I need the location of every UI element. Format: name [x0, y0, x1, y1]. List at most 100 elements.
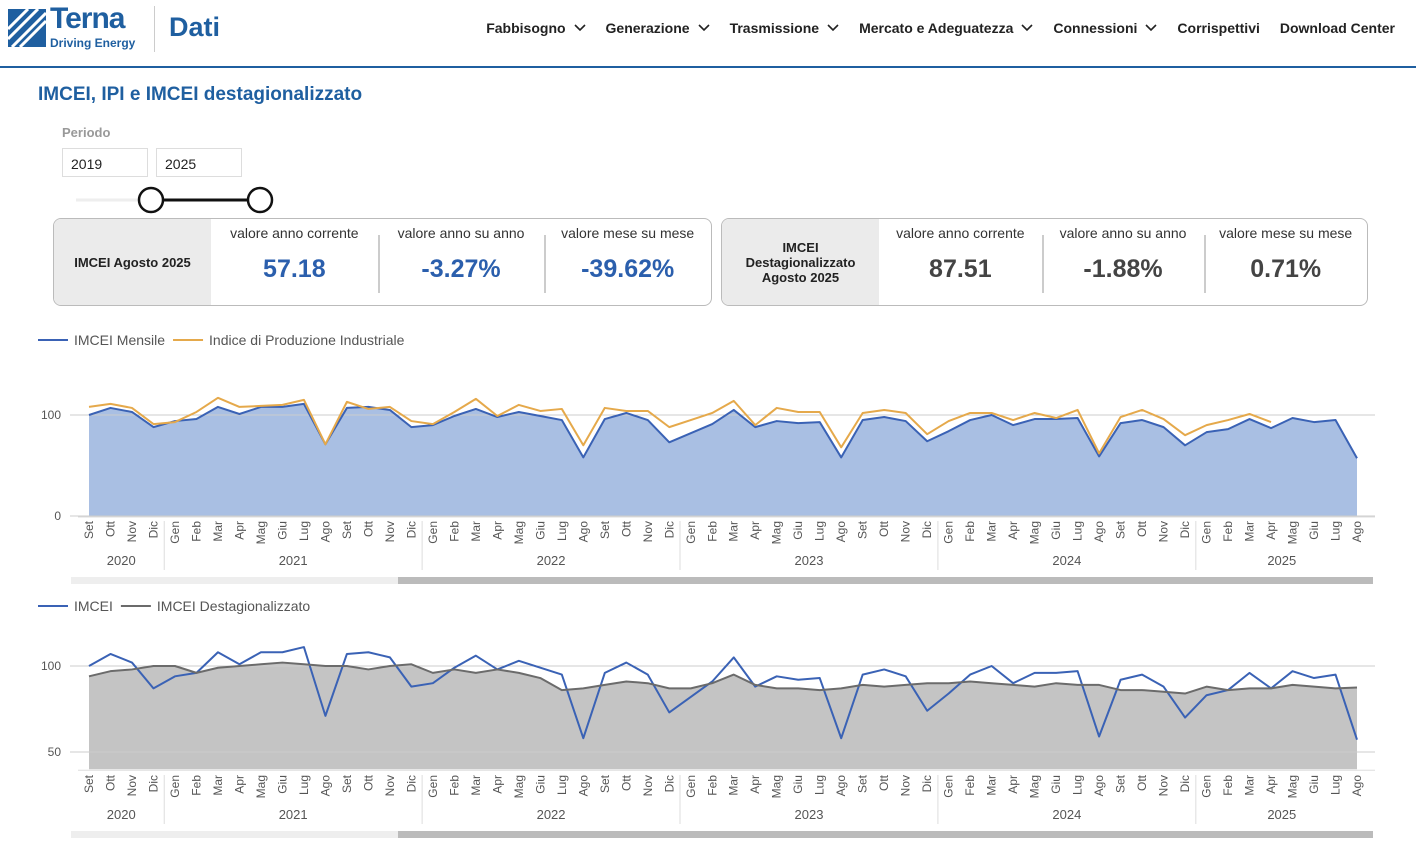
legend-label: Indice di Produzione Industriale [209, 332, 405, 348]
x-tick-label: Apr [1006, 521, 1020, 540]
kpi-value: -3.27% [421, 255, 501, 283]
x-tick-label: Giu [1307, 775, 1321, 794]
nav-item[interactable]: Corrispettivi [1177, 20, 1259, 36]
x-tick-label: Ott [619, 520, 633, 537]
nav-label[interactable]: Generazione [605, 20, 690, 36]
chevron [827, 24, 839, 32]
year-to-input[interactable]: 2025 [156, 148, 242, 177]
year-from-input[interactable]: 2019 [62, 148, 148, 177]
legend-label: IMCEI [74, 598, 113, 614]
x-tick-label: Ago [834, 775, 848, 797]
x-tick-label: Dic [146, 775, 160, 792]
x-tick-label: Ago [1092, 521, 1106, 543]
x-tick-label: Mag [512, 775, 526, 798]
x-tick-label: Set [340, 520, 354, 539]
x-tick-label: Ott [619, 774, 633, 791]
x-tick-label: Set [856, 774, 870, 793]
x-tick-label: Mar [985, 521, 999, 542]
x-tick-label: Apr [1006, 775, 1020, 794]
area [89, 403, 1357, 516]
x-tick-label: Apr [232, 775, 246, 794]
x-tick-label: Dic [920, 521, 934, 538]
kpi: valore anno su anno -1.88% [1041, 219, 1205, 305]
x-tick-label: Gen [942, 775, 956, 798]
x-tick-label: Feb [1221, 775, 1235, 796]
x-tick-label: Mag [1028, 521, 1042, 544]
x-tick-label: Feb [189, 521, 203, 542]
x-tick-label: Lug [555, 775, 569, 795]
scrollbar-thumb[interactable] [398, 577, 1373, 584]
x-tick-label: Giu [791, 775, 805, 794]
nav-label[interactable]: Connessioni [1053, 20, 1138, 36]
nav-label[interactable]: Corrispettivi [1177, 20, 1260, 36]
kpi-label: valore anno su anno [1059, 225, 1187, 241]
nav-item[interactable]: Fabbisogno [486, 20, 586, 36]
kpi-value: 57.18 [263, 255, 326, 283]
x-tick-label: Giu [1307, 521, 1321, 540]
x-tick-label: Giu [275, 775, 289, 794]
kpi: valore anno corrente 57.18 [211, 219, 378, 305]
kpi-label: valore mese su mese [1219, 225, 1353, 241]
x-tick-label: Feb [705, 775, 719, 796]
kpi-title: IMCEI Destagionalizzato Agosto 2025 [722, 219, 879, 305]
nav-label[interactable]: Trasmissione [729, 20, 820, 36]
x-tick-label: Nov [641, 521, 655, 542]
year-label: 2022 [537, 553, 566, 568]
x-tick-label: Nov [1157, 775, 1171, 796]
x-tick-label: Apr [1264, 521, 1278, 540]
y-tick-label: 100 [41, 659, 61, 673]
x-tick-label: Nov [383, 775, 397, 796]
x-tick-label: Feb [447, 775, 461, 796]
x-tick-label: Dic [146, 521, 160, 538]
x-tick-label: Giu [533, 775, 547, 794]
nav-item[interactable]: Mercato e Adeguatezza [859, 20, 1033, 36]
x-tick-label: Apr [1264, 775, 1278, 794]
x-tick-label: Mar [469, 521, 483, 542]
range-slider[interactable] [70, 184, 280, 216]
year-label: 2020 [107, 553, 136, 568]
kpi-value: 0.71% [1250, 255, 1322, 283]
x-tick-label: Mag [1286, 775, 1300, 798]
nav-label[interactable]: Mercato e Adeguatezza [859, 20, 1014, 36]
area [89, 662, 1357, 770]
nav-label[interactable]: Download Center [1279, 20, 1395, 36]
x-tick-label: Feb [1221, 521, 1235, 542]
divider [154, 6, 155, 52]
x-tick-label: Ott [103, 774, 117, 791]
x-tick-label: Feb [963, 521, 977, 542]
x-tick-label: Ott [361, 520, 375, 537]
x-tick-label: Apr [490, 775, 504, 794]
kpi-card: IMCEI Agosto 2025 valore anno corrente 57.… [53, 218, 712, 306]
chevron [1021, 24, 1033, 32]
year-label: 2022 [537, 807, 566, 822]
x-tick-label: Lug [1329, 775, 1343, 795]
kpi: valore mese su mese 0.71% [1204, 219, 1367, 305]
x-tick-label: Nov [383, 521, 397, 542]
nav-item[interactable]: Connessioni [1053, 20, 1157, 36]
slider-handle[interactable] [246, 186, 274, 214]
slider-handle[interactable] [137, 186, 165, 214]
x-tick-label: Ago [1092, 775, 1106, 797]
nav-item[interactable]: Download Center [1280, 20, 1395, 36]
x-tick-label: Feb [447, 521, 461, 542]
x-tick-label: Nov [641, 775, 655, 796]
nav-label[interactable]: Fabbisogno [486, 20, 566, 36]
nav-item[interactable]: Trasmissione [730, 20, 840, 36]
x-tick-label: Feb [189, 775, 203, 796]
section-title[interactable]: Dati [169, 12, 221, 42]
x-tick-label: Set [1114, 520, 1128, 539]
x-tick-label: Ott [103, 520, 117, 537]
year-label: 2023 [795, 553, 824, 568]
x-tick-label: Set [1114, 774, 1128, 793]
line [88, 661, 1358, 695]
logo-title[interactable]: Terna [50, 2, 125, 35]
x-tick-label: Set [598, 520, 612, 539]
x-tick-label: Mag [512, 521, 526, 544]
nav-item[interactable]: Generazione [606, 20, 710, 36]
chevron [1145, 24, 1157, 32]
x-tick-label: Mar [469, 775, 483, 796]
x-tick-label: Mar [1243, 775, 1257, 796]
kpi-value: -1.88% [1083, 255, 1163, 283]
scrollbar-thumb[interactable] [398, 831, 1373, 838]
